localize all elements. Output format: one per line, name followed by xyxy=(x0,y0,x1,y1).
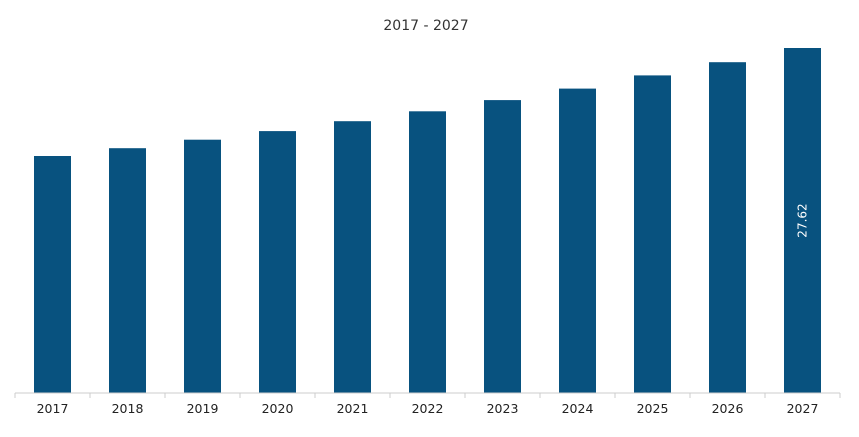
x-tick-label-2023: 2023 xyxy=(487,401,519,416)
data-label-2027: 27.62 xyxy=(796,203,810,237)
x-tick-label-2024: 2024 xyxy=(562,401,594,416)
bar-2022 xyxy=(409,111,446,394)
x-tick-label-2022: 2022 xyxy=(412,401,444,416)
bar-2023 xyxy=(484,100,521,393)
chart-title: 2017 - 2027 xyxy=(383,18,468,34)
x-tick-label-2019: 2019 xyxy=(187,401,219,416)
bar-2021 xyxy=(334,121,371,393)
x-tick-label-2020: 2020 xyxy=(262,401,294,416)
x-tick-label-2017: 2017 xyxy=(37,401,69,416)
bars-group xyxy=(34,48,821,394)
x-tick-label-2021: 2021 xyxy=(337,401,369,416)
bar-2025 xyxy=(634,75,671,394)
bar-2017 xyxy=(34,156,71,393)
bar-2026 xyxy=(709,62,746,393)
x-tick-label-2027: 2027 xyxy=(787,401,819,416)
x-tick-label-2026: 2026 xyxy=(712,401,744,416)
bar-2027 xyxy=(784,48,821,393)
bar-2024 xyxy=(559,88,596,393)
bar-2018 xyxy=(109,148,146,393)
data-labels: 27.62 xyxy=(796,203,810,237)
x-axis-ticks: 2017 2018 2019 2020 2021 2022 2023 2024 2025 2026… xyxy=(14,393,841,416)
bar-2019 xyxy=(184,139,221,393)
x-tick-label-2018: 2018 xyxy=(112,401,144,416)
bar-2020 xyxy=(259,131,296,393)
x-tick-label-2025: 2025 xyxy=(637,401,669,416)
